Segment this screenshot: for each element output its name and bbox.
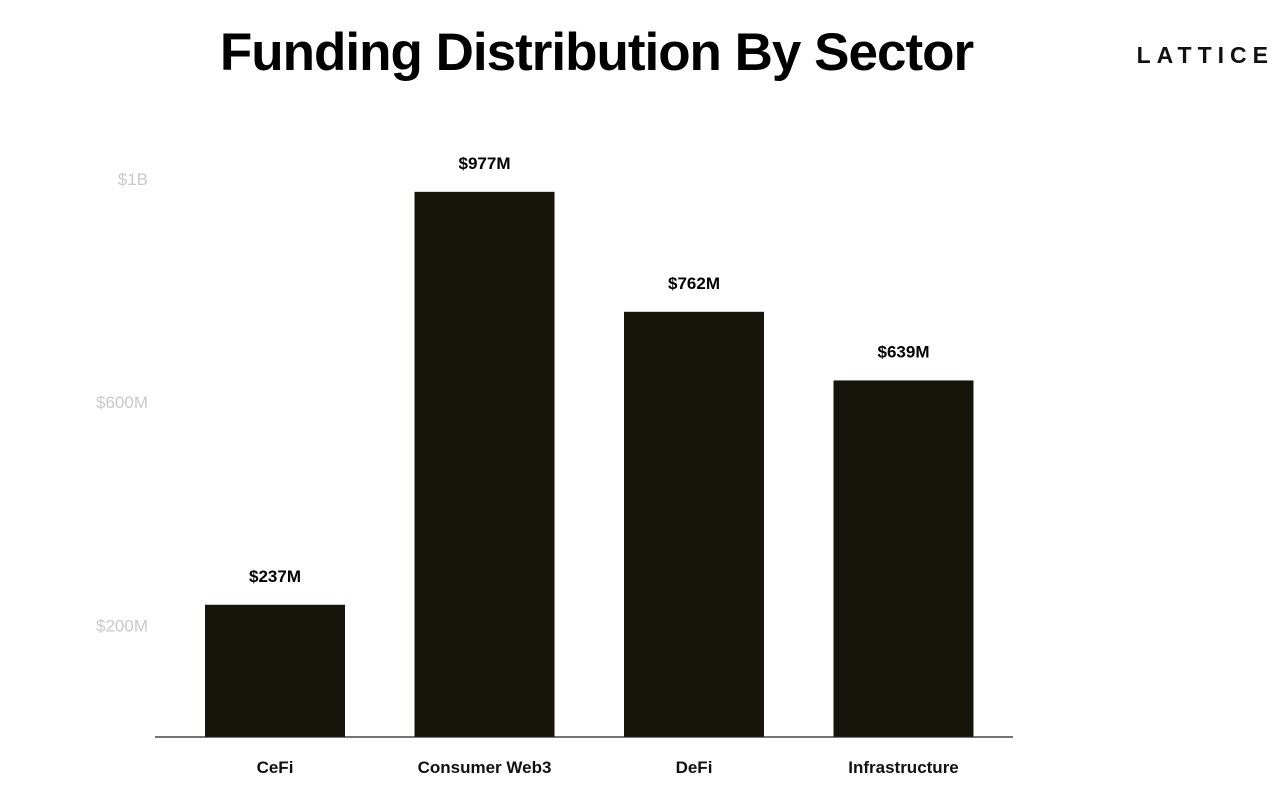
category-label: Consumer Web3 — [418, 758, 552, 777]
bar-value-label: $762M — [668, 274, 720, 293]
y-axis-ticks: $200M $600M $1B — [96, 170, 148, 635]
y-tick-label: $200M — [96, 616, 148, 635]
bar-defi — [624, 311, 764, 737]
chart-title: Funding Distribution By Sector — [219, 23, 974, 82]
lattice-logo: LATTICE — [1136, 42, 1274, 68]
bar-value-label: $977M — [459, 154, 511, 173]
bar-infrastructure — [833, 380, 974, 737]
category-label: Infrastructure — [848, 758, 959, 777]
bars-group: $237M CeFi $977M Consumer Web3 $762M DeFi $639… — [205, 154, 974, 777]
bar-value-label: $237M — [249, 567, 301, 586]
bar-consumer-web3 — [414, 191, 555, 738]
y-tick-label: $600M — [96, 393, 148, 412]
category-label: DeFi — [676, 758, 713, 777]
y-tick-label: $1B — [118, 170, 148, 189]
bar-cefi — [205, 604, 345, 737]
category-label: CeFi — [257, 758, 294, 777]
bar-value-label: $639M — [878, 342, 930, 361]
